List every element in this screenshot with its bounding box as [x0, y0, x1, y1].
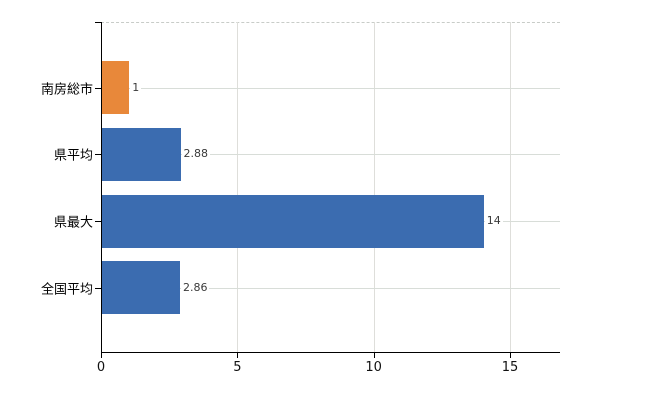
vertical-gridline: [373, 22, 375, 352]
horizontal-gridline: [101, 87, 560, 89]
horizontal-gridline: [101, 287, 560, 289]
x-tick-label: 0: [96, 360, 106, 375]
horizontal-gridline: [101, 154, 560, 156]
y-axis-tick: [95, 87, 101, 89]
y-axis-line: [101, 22, 102, 358]
x-axis-tick: [510, 352, 511, 358]
bar: [102, 194, 484, 248]
vertical-gridline: [237, 22, 239, 352]
x-axis-tick: [237, 352, 239, 358]
bar: [102, 261, 180, 315]
y-axis-tick: [95, 221, 101, 223]
y-axis-top-tick: [95, 22, 101, 23]
vertical-gridline: [510, 22, 511, 352]
category-label: 県平均: [53, 148, 93, 164]
bar: [102, 61, 130, 114]
value-label: 1: [130, 80, 142, 95]
x-tick-label: 5: [233, 360, 242, 375]
x-tick-label: 15: [501, 360, 519, 375]
value-label: 2.86: [180, 280, 210, 295]
x-tick-label: 10: [365, 360, 382, 375]
x-axis-tick: [101, 352, 102, 358]
category-label: 南房総市: [40, 82, 93, 97]
x-axis-tick: [373, 352, 375, 358]
y-axis-tick: [95, 154, 101, 156]
y-axis-tick: [95, 287, 101, 289]
x-axis-line: [101, 352, 560, 353]
category-label: 県最大: [53, 215, 93, 231]
value-label: 2.88: [181, 147, 211, 162]
bar: [102, 127, 181, 181]
category-label: 全国平均: [40, 282, 93, 298]
value-label: 14: [484, 214, 503, 229]
plot-area: [101, 22, 560, 353]
